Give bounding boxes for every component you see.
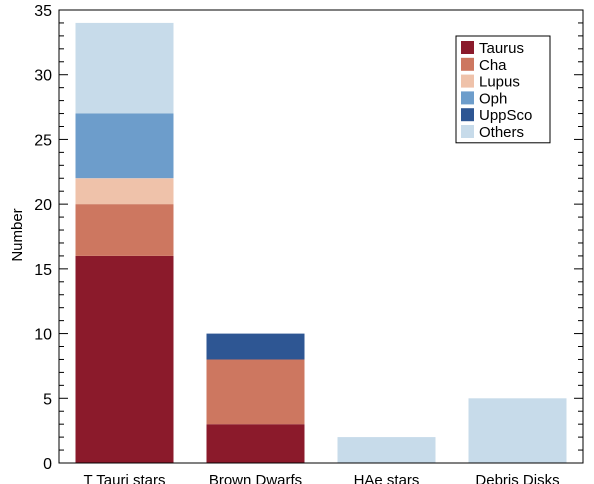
y-tick-label-5: 25	[34, 132, 52, 149]
bar-segment-taurus-1	[206, 424, 305, 463]
legend-swatch-uppsco	[461, 108, 474, 122]
y-tick-label-2: 10	[34, 327, 52, 344]
y-tick-label-1: 5	[43, 391, 52, 408]
x-tick-label-1: Brown Dwarfs	[209, 472, 302, 484]
y-tick-label-7: 35	[34, 3, 52, 20]
legend-swatch-others	[461, 125, 474, 138]
legend-label-taurus: Taurus	[479, 40, 524, 57]
legend-label-oph: Oph	[479, 90, 507, 107]
legend-label-lupus: Lupus	[479, 74, 520, 91]
x-tick-label-3: Debris Disks	[475, 472, 559, 484]
plot-frame	[58, 9, 584, 464]
y-tick-label-6: 30	[34, 68, 52, 85]
bar-segment-others-3	[468, 398, 567, 463]
y-tick-label-4: 20	[34, 197, 52, 214]
axes-layer: 0 5 10 15 20 25 30 35	[34, 3, 584, 473]
x-tick-label-0: T Tauri stars	[84, 472, 166, 484]
legend-swatch-oph	[461, 91, 474, 105]
y-tick-label-0: 0	[43, 456, 52, 473]
bar-segment-oph-0	[75, 113, 174, 179]
y-tick-label-3: 15	[34, 262, 52, 279]
bar-segment-others-0	[75, 22, 174, 114]
legend-swatch-cha	[461, 57, 474, 71]
bar-segment-cha-1	[206, 359, 305, 425]
bar-segment-taurus-0	[75, 255, 174, 463]
legend-swatch-taurus	[461, 41, 474, 54]
bar-segment-uppsco-1	[206, 333, 305, 360]
x-tick-label-2: HAe stars	[354, 472, 420, 484]
legend-swatch-lupus	[461, 74, 474, 88]
bar-segment-lupus-0	[75, 178, 174, 205]
legend-label-uppsco: UppSco	[479, 107, 532, 124]
bar-segment-cha-0	[75, 204, 174, 256]
legend-label-others: Others	[479, 124, 524, 141]
legend-label-cha: Cha	[479, 57, 507, 74]
y-axis-label: Number	[9, 208, 26, 261]
bars-layer: T Tauri stars Brown Dwarfs HAe stars Debris…	[75, 22, 567, 484]
bar-segment-others-2	[337, 437, 436, 463]
